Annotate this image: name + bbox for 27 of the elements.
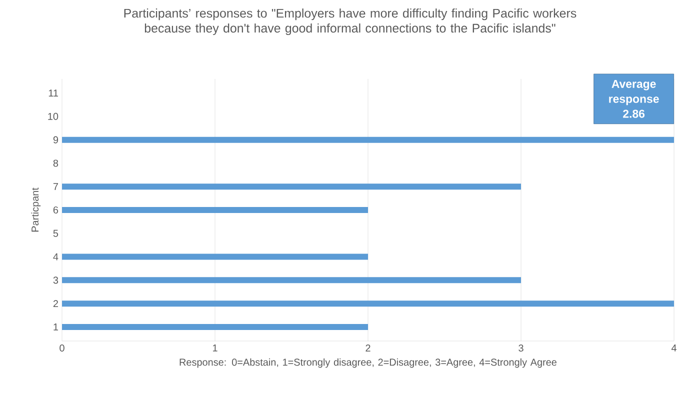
bar [62,207,368,213]
y-tick-label: 11 [48,90,58,96]
bar [62,277,522,284]
bar [62,254,368,260]
chart-title: Participants’ responses to "Employers have more difficulty finding Pacific workers because they don't have good informal connections to the Pacific islands" [124,8,576,36]
x-tick-label: 3 [518,344,524,352]
y-tick-label: 10 [48,112,58,120]
y-tick-label: 2 [53,300,58,308]
bar [62,300,674,307]
x-tick-label: 4 [671,344,676,352]
y-tick-label: 7 [53,183,58,190]
y-tick-label: 9 [53,136,58,144]
annotation: Average response 2.86 [609,80,659,118]
y-tick-label: 5 [53,230,58,237]
x-tick-label: 1 [213,344,218,352]
y-tick-label: 1 [54,324,58,330]
bar [62,324,368,330]
y-tick-label: 8 [53,160,58,167]
y-axis-title: Particpant [31,188,41,232]
y-tick-label: 4 [53,253,58,260]
x-axis-title: Response: 0=Abstain, 1=Strongly disagree, 2=Disagree, 3=Agree, 4=Strongly Agree [180,358,556,368]
bar [62,136,674,143]
y-tick-label: 3 [53,276,58,284]
x-tick-label: 0 [60,344,64,352]
x-tick-label: 2 [366,344,370,352]
y-tick-label: 6 [53,206,58,214]
bar [62,184,522,190]
